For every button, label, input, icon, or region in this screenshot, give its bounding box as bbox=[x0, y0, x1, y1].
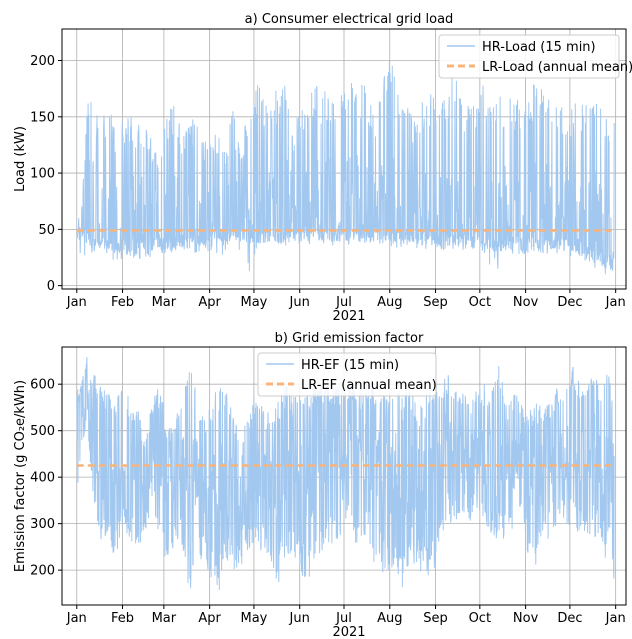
x-tick-label: Jan bbox=[66, 611, 87, 626]
panel-b-data bbox=[76, 357, 615, 591]
y-tick-label: 0 bbox=[47, 279, 55, 294]
y-tick-label: 500 bbox=[30, 424, 55, 439]
x-tick-label: Aug bbox=[377, 295, 402, 310]
x-tick-label: Jul bbox=[335, 611, 352, 626]
y-tick-label: 300 bbox=[30, 517, 55, 532]
y-tick-label: 50 bbox=[38, 223, 55, 238]
x-tick-label: Oct bbox=[469, 611, 491, 626]
x-tick-label: Mar bbox=[152, 611, 177, 626]
x-tick-label: Sep bbox=[423, 295, 448, 310]
x-tick-label: Jan bbox=[605, 611, 626, 626]
panel-a-legend-box bbox=[438, 34, 620, 79]
series-hr-line bbox=[76, 60, 615, 275]
panel-a-data bbox=[76, 60, 615, 275]
panel-b-title: b) Grid emission factor bbox=[275, 331, 424, 346]
y-tick-label: 200 bbox=[30, 54, 55, 69]
x-tick-label: Feb bbox=[111, 295, 134, 310]
y-tick-label: 100 bbox=[30, 167, 55, 182]
x-tick-label: Feb bbox=[111, 611, 134, 626]
panel-b-legend-label-hr: HR-EF (15 min) bbox=[301, 358, 399, 373]
x-tick-label: Nov bbox=[513, 611, 539, 626]
x-tick-label: Jan bbox=[605, 295, 626, 310]
panel-b-legend-box bbox=[257, 352, 437, 397]
x-tick-label: Oct bbox=[469, 295, 491, 310]
panel-b-legend: HR-EF (15 min) LR-EF (annual mean) bbox=[257, 352, 437, 397]
series-hr-line bbox=[76, 357, 615, 591]
y-tick-label: 150 bbox=[30, 110, 55, 125]
panel-a-legend-label-lr: LR-Load (annual mean) bbox=[482, 60, 632, 75]
panel-a-load-chart: a) Consumer electrical grid load Jan Feb M… bbox=[13, 12, 632, 324]
panel-b-ylabel: Emission factor (g CO₂e/kWh) bbox=[13, 380, 28, 572]
panel-a-xlabel: 2021 bbox=[332, 309, 365, 324]
y-tick-label: 600 bbox=[30, 378, 55, 393]
y-tick-label: 400 bbox=[30, 471, 55, 486]
panel-a-ylabel: Load (kW) bbox=[13, 126, 28, 192]
x-tick-label: Nov bbox=[513, 295, 539, 310]
panel-a-legend: HR-Load (15 min) LR-Load (annual mean) bbox=[438, 34, 632, 79]
panel-a-ticks: Jan Feb Mar Apr May Jun Jul Aug Sep Oct Nov Dec Jan 0… bbox=[30, 54, 626, 310]
panel-b-xlabel: 2021 bbox=[332, 625, 365, 639]
x-tick-label: Jun bbox=[289, 295, 310, 310]
x-tick-label: Dec bbox=[557, 295, 582, 310]
x-tick-label: Dec bbox=[557, 611, 582, 626]
panel-b-ticks: Jan Feb Mar Apr May Jun Jul Aug Sep Oct Nov Dec Jan 2… bbox=[30, 378, 626, 626]
panel-a-legend-label-hr: HR-Load (15 min) bbox=[482, 40, 596, 55]
x-tick-label: Jul bbox=[335, 295, 352, 310]
x-tick-label: Apr bbox=[198, 611, 221, 626]
x-tick-label: Jun bbox=[289, 611, 310, 626]
x-tick-label: May bbox=[240, 611, 267, 626]
x-tick-label: Apr bbox=[198, 295, 221, 310]
x-tick-label: Aug bbox=[377, 611, 402, 626]
x-tick-label: Sep bbox=[423, 611, 448, 626]
x-tick-label: Mar bbox=[152, 295, 177, 310]
x-tick-label: May bbox=[240, 295, 267, 310]
panel-b-emission-chart: b) Grid emission factor Jan Feb Mar Apr May J… bbox=[13, 331, 627, 639]
x-tick-label: Jan bbox=[66, 295, 87, 310]
y-tick-label: 200 bbox=[30, 564, 55, 579]
panel-b-legend-label-lr: LR-EF (annual mean) bbox=[301, 378, 437, 393]
panel-a-title: a) Consumer electrical grid load bbox=[245, 12, 454, 27]
